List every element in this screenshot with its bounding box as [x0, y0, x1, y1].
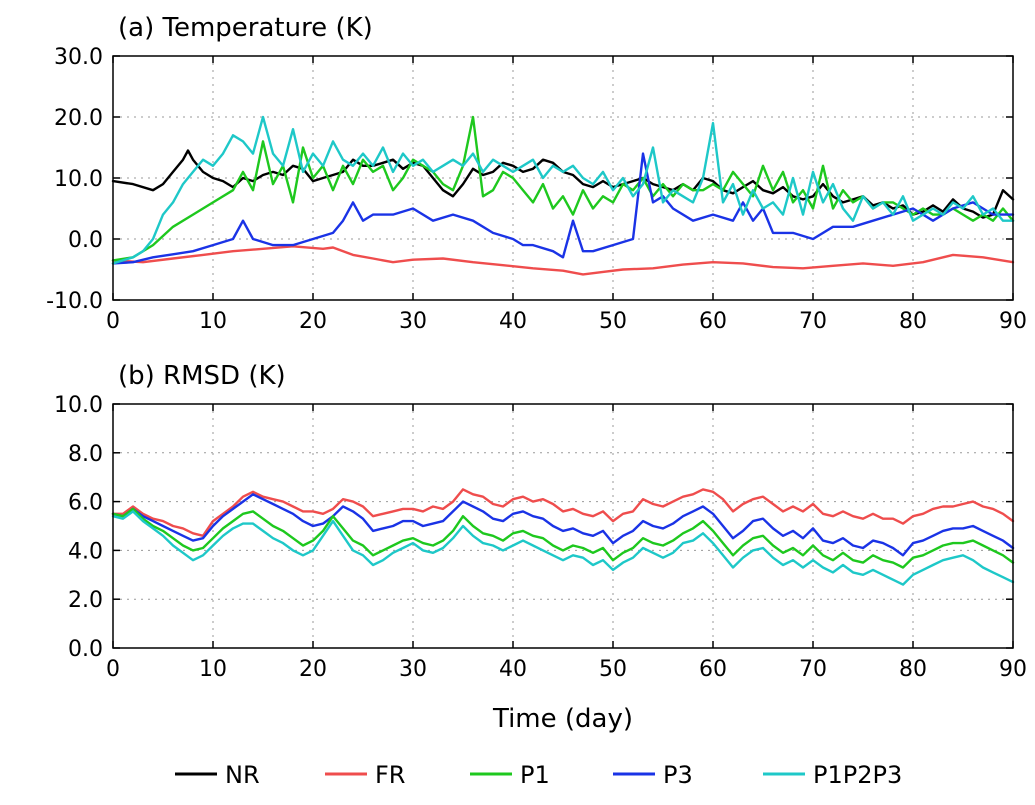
panel-a-xtick-label: 0 [106, 309, 120, 334]
panel-b-xtick-label: 70 [799, 657, 827, 682]
panel-a-xtick-label: 60 [699, 309, 727, 334]
panel-a-ytick-label: 10.0 [54, 167, 103, 192]
panel-a-series-p3 [111, 152, 1015, 265]
panel-a-series-fr [111, 245, 1015, 276]
panel-a-xtick-label: 10 [199, 309, 227, 334]
panel-a-ytick-label: 30.0 [54, 45, 103, 70]
panel-a-title: (a) Temperature (K) [118, 13, 373, 43]
panel-b-xtick-label: 80 [899, 657, 927, 682]
legend: NR FR P1 P3 P1P2P3 [175, 761, 902, 789]
panel-b-series-p3 [111, 493, 1015, 557]
panel-a-ytick-label: 20.0 [54, 106, 103, 131]
legend-label-p1: P1 [520, 761, 550, 789]
panel-b-ytick-label: 0.0 [68, 637, 103, 662]
panel-a-series-p1p2p3 [111, 115, 1015, 265]
panel-a-series-nr [111, 149, 1015, 219]
panel-b-ytick-label: 4.0 [68, 539, 103, 564]
panel-b-xtick-label: 30 [399, 657, 427, 682]
panel-b-xtick-label: 90 [999, 657, 1027, 682]
panel-b-series-p1 [111, 507, 1015, 569]
panel-b-ytick-label: 2.0 [68, 588, 103, 613]
panel-a-ticks: 0 10 20 30 40 50 60 70 80 90 -10.0 0.0 10.0 20.0 30.0 [46, 45, 1027, 334]
panel-b-xtick-label: 20 [299, 657, 327, 682]
panel-a-xtick-label: 20 [299, 309, 327, 334]
panel-b-xtick-label: 0 [106, 657, 120, 682]
panel-a-series [111, 115, 1015, 276]
panel-b-ytick-label: 10.0 [54, 393, 103, 418]
panel-b-xtick-label: 50 [599, 657, 627, 682]
panel-b-series [111, 488, 1015, 586]
panel-b-xtick-label: 60 [699, 657, 727, 682]
panel-a-xtick-label: 40 [499, 309, 527, 334]
panel-b-ytick-label: 8.0 [68, 442, 103, 467]
panel-a-xtick-label: 30 [399, 309, 427, 334]
legend-label-nr: NR [225, 761, 260, 789]
panel-a-xtick-label: 80 [899, 309, 927, 334]
panel-temperature: (a) Temperature (K) 0 10 20 30 40 50 60 70 80 90 -… [46, 13, 1027, 334]
panel-b-ticks: 0 10 20 30 40 50 60 70 80 90 0.0 2.0 4.0 6.0 8.0 10.0 [54, 393, 1027, 682]
panel-b-title: (b) RMSD (K) [118, 361, 286, 391]
panel-b-series-p1p2p3 [111, 510, 1015, 586]
panel-a-xtick-label: 70 [799, 309, 827, 334]
panel-b-xtick-label: 40 [499, 657, 527, 682]
legend-label-p1p2p3: P1P2P3 [813, 761, 902, 789]
panel-a-ytick-label: -10.0 [46, 289, 103, 314]
x-axis-title: Time (day) [492, 704, 633, 734]
panel-rmsd: (b) RMSD (K) 0 10 20 30 40 50 60 70 80 90 0.0 2.0 4.… [54, 361, 1027, 734]
panel-b-xtick-label: 10 [199, 657, 227, 682]
legend-label-fr: FR [375, 761, 405, 789]
panel-a-xtick-label: 90 [999, 309, 1027, 334]
panel-b-ytick-label: 6.0 [68, 491, 103, 516]
panel-b-grid [113, 404, 1013, 648]
panel-a-ytick-label: 0.0 [68, 228, 103, 253]
panel-b-series-fr [111, 488, 1015, 537]
legend-label-p3: P3 [663, 761, 693, 789]
panel-b-frame [112, 403, 1014, 649]
panel-a-xtick-label: 50 [599, 309, 627, 334]
